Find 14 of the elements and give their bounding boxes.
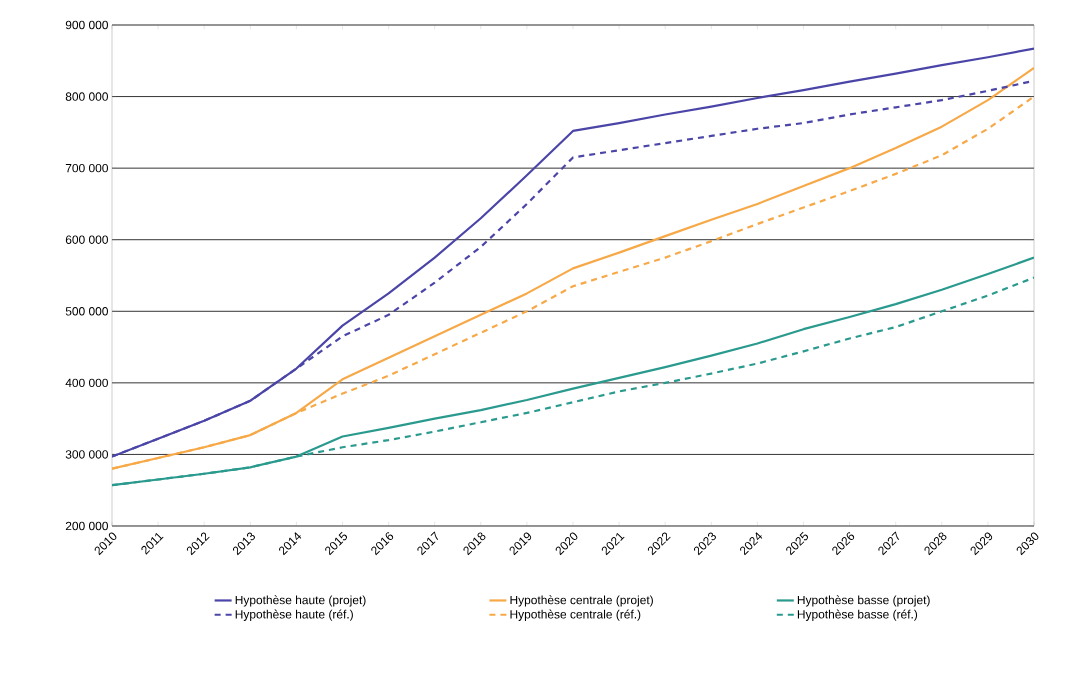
- y-tick-label: 500 000: [65, 307, 108, 316]
- legend-label: Hypothèse haute (projet): [235, 595, 366, 607]
- legend-label: Hypothèse centrale (projet): [510, 595, 653, 607]
- legend-label: Hypothèse basse (réf.): [797, 609, 918, 621]
- y-tick-label: 700 000: [65, 163, 108, 173]
- y-tick-label: 800 000: [65, 92, 108, 101]
- legend-label: Hypothèse haute (réf.): [235, 609, 353, 621]
- y-tick-label: 900 000: [65, 20, 108, 30]
- legend-label: Hypothèse basse (projet): [797, 595, 930, 607]
- y-tick-label: 600 000: [65, 235, 108, 244]
- y-tick-label: 300 000: [65, 450, 108, 459]
- y-tick-label: 400 000: [65, 378, 108, 388]
- y-tick-label: 200 000: [65, 521, 108, 531]
- legend-label: Hypothèse centrale (réf.): [510, 609, 641, 621]
